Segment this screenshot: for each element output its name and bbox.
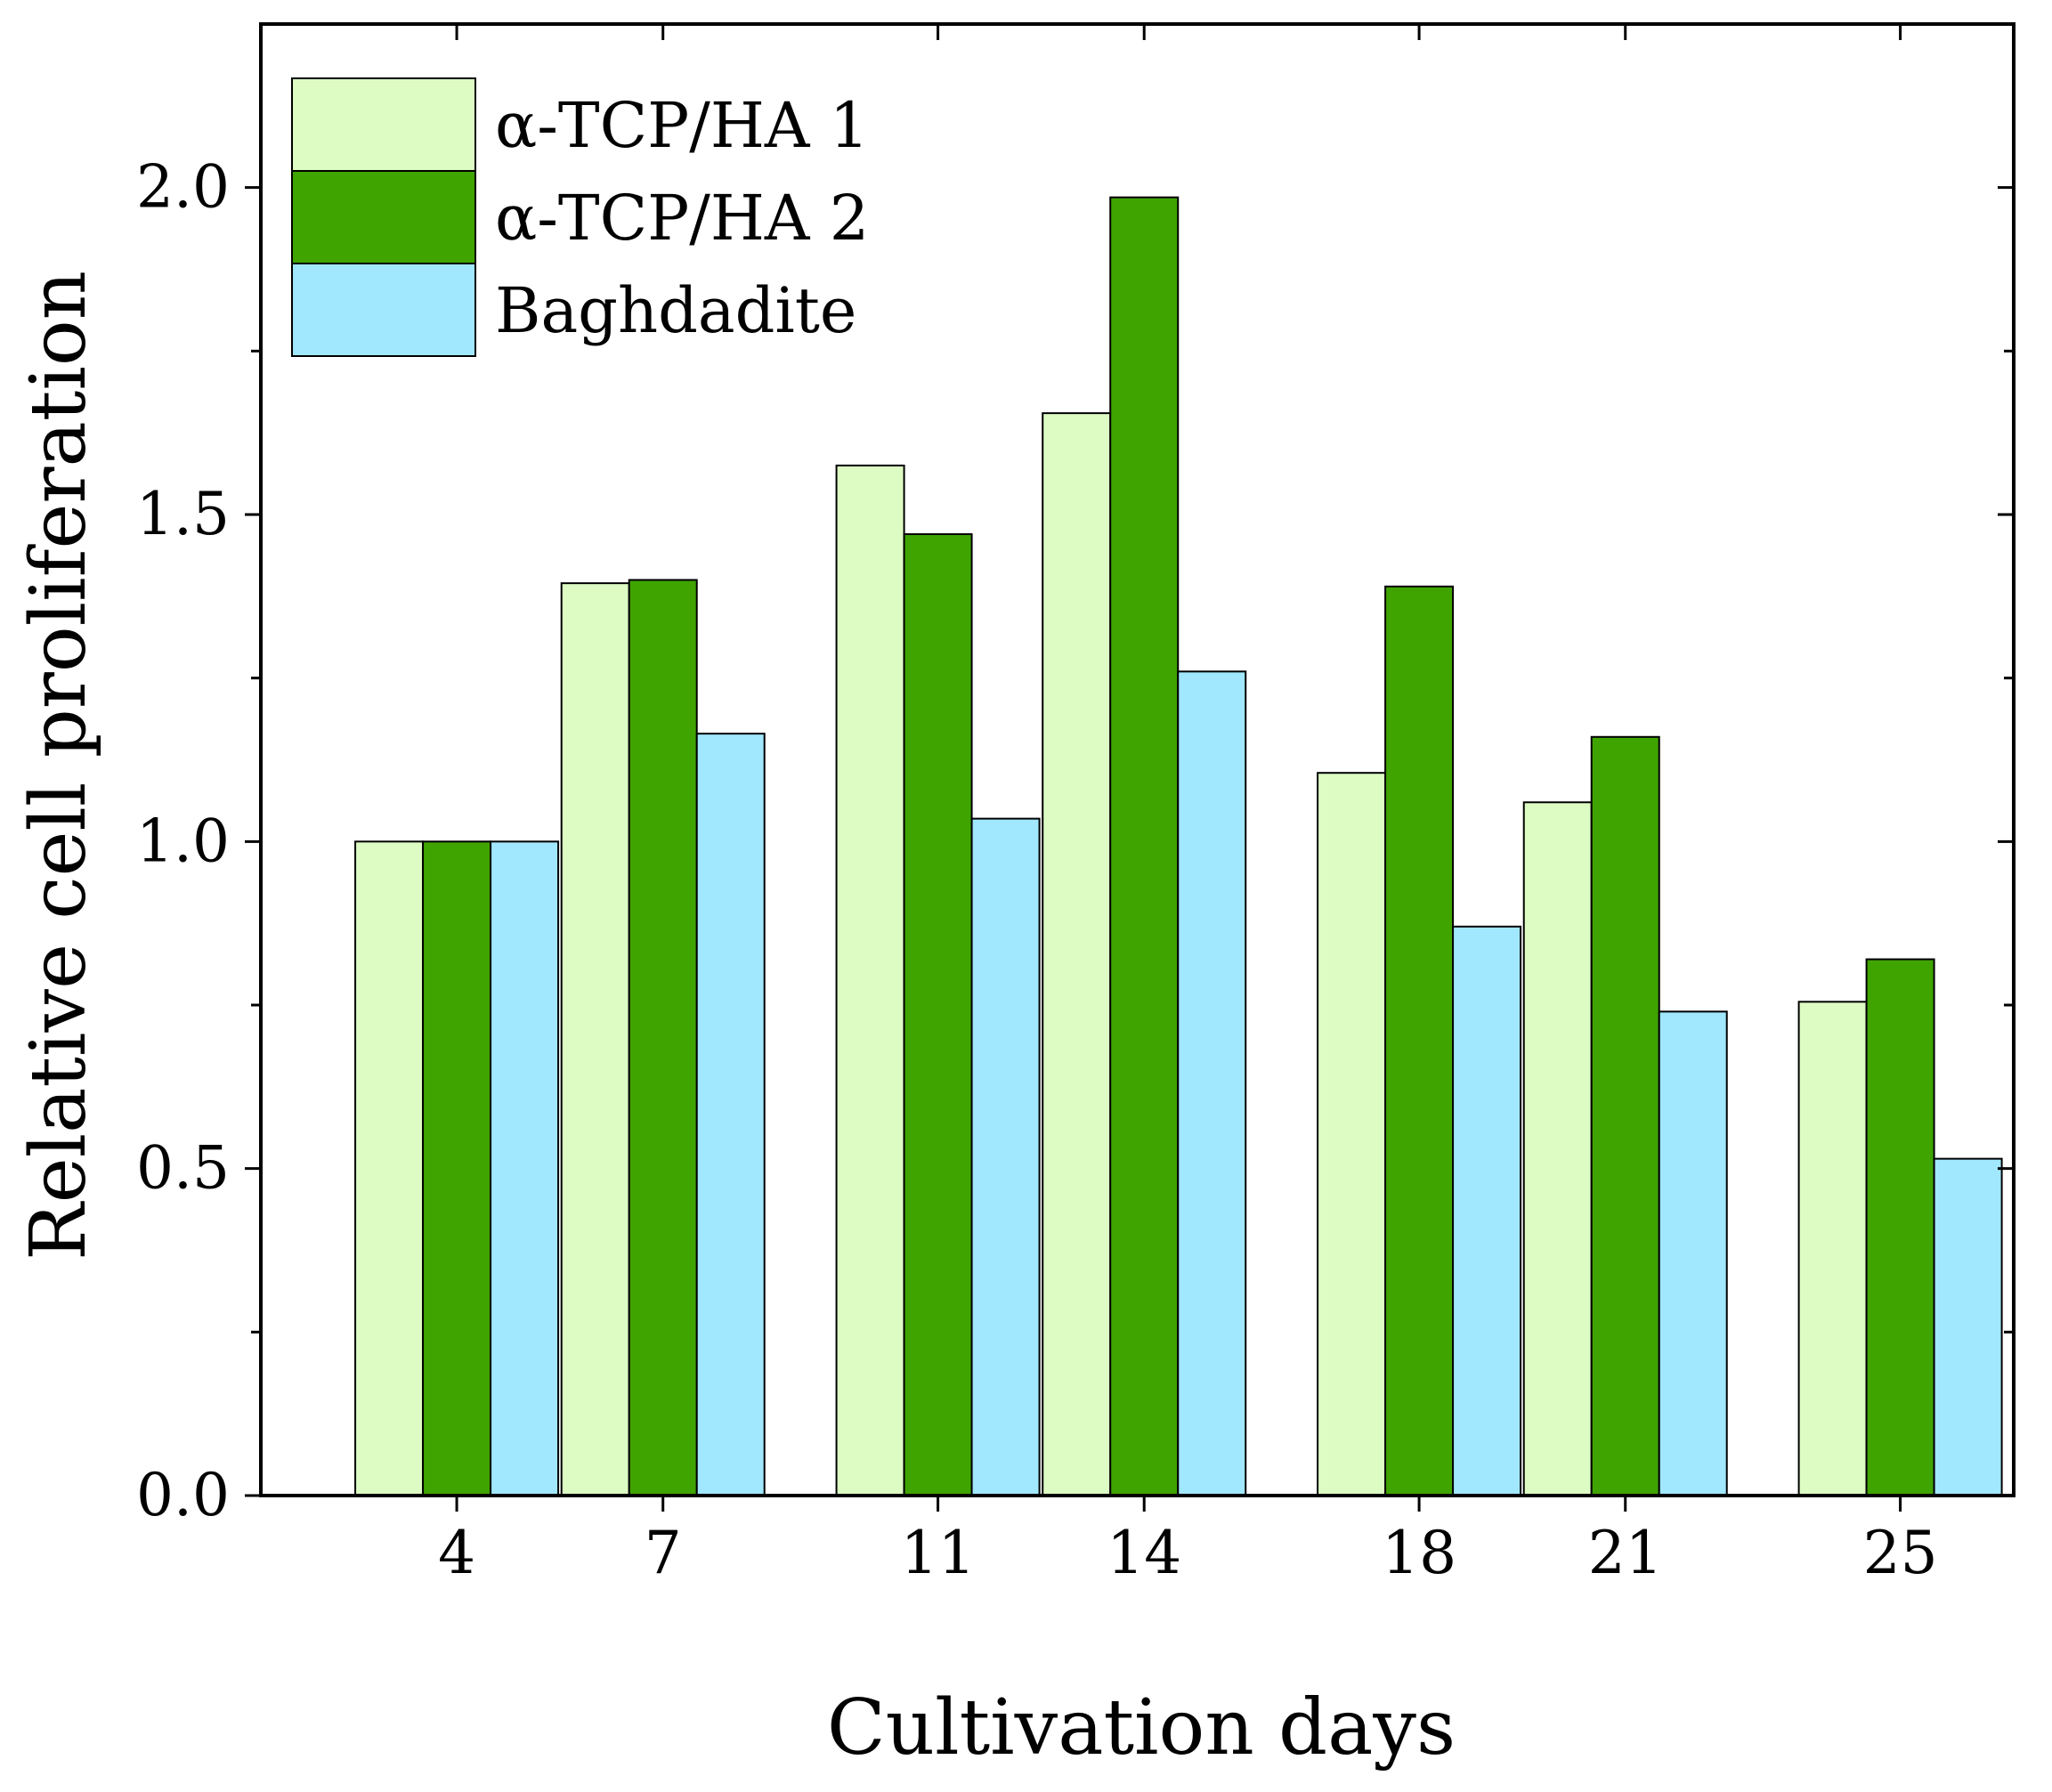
- y-tick-label: 0.0: [136, 1461, 230, 1529]
- bars-layer: [354, 196, 2003, 1497]
- legend-label-3: Baghdadite: [495, 274, 856, 347]
- x-tick-label: 18: [1382, 1519, 1456, 1587]
- bar-3-4: [490, 840, 560, 1496]
- bar-2-4: [422, 840, 492, 1496]
- legend-swatch-2: [291, 170, 476, 264]
- bar-2-25: [1865, 958, 1935, 1497]
- y-tick-label: 1.5: [136, 480, 230, 548]
- bar-1-14: [1042, 412, 1112, 1496]
- legend: α-TCP/HA 1 α-TCP/HA 2 Baghdadite: [291, 77, 869, 357]
- legend-swatch-1: [291, 77, 476, 172]
- x-tick-label: 4: [438, 1519, 475, 1587]
- x-axis-title: Cultivation days: [827, 1683, 1456, 1772]
- bar-1-4: [354, 840, 425, 1496]
- y-tick-label: 0.5: [136, 1134, 230, 1203]
- x-tick-label: 14: [1107, 1519, 1181, 1587]
- bar-1-18: [1317, 772, 1387, 1496]
- bar-1-7: [560, 582, 630, 1496]
- bar-3-18: [1452, 925, 1522, 1496]
- bar-2-11: [903, 533, 973, 1496]
- y-axis-title: Relative cell proliferation: [14, 271, 103, 1261]
- y-tick-label: 1.0: [136, 807, 230, 875]
- plot-frame: [259, 22, 2016, 1497]
- x-tick-label: 21: [1588, 1519, 1663, 1587]
- bar-2-7: [628, 579, 698, 1496]
- axes-layer: 0.0 0.5 1.0 1.5 2.0 4 7 11 14 18 21 25: [136, 22, 2016, 1587]
- bar-3-21: [1658, 1010, 1728, 1496]
- bar-1-21: [1522, 801, 1593, 1496]
- bar-3-11: [970, 817, 1041, 1496]
- bar-2-18: [1384, 585, 1455, 1496]
- legend-swatch-3: [291, 263, 476, 357]
- x-tick-label: 7: [645, 1519, 682, 1587]
- x-tick-label: 25: [1863, 1519, 1938, 1587]
- bar-1-25: [1797, 1001, 1868, 1496]
- y-tick-label: 2.0: [136, 153, 230, 222]
- bar-1-11: [835, 464, 905, 1496]
- x-tick-label: 11: [901, 1519, 976, 1587]
- bar-3-25: [1933, 1157, 2003, 1496]
- bar-3-7: [695, 733, 766, 1496]
- legend-label-2: α-TCP/HA 2: [495, 182, 869, 255]
- bar-2-14: [1109, 196, 1180, 1497]
- legend-label-1: α-TCP/HA 1: [495, 89, 869, 162]
- bar-3-14: [1177, 670, 1247, 1496]
- bar-2-21: [1590, 735, 1660, 1496]
